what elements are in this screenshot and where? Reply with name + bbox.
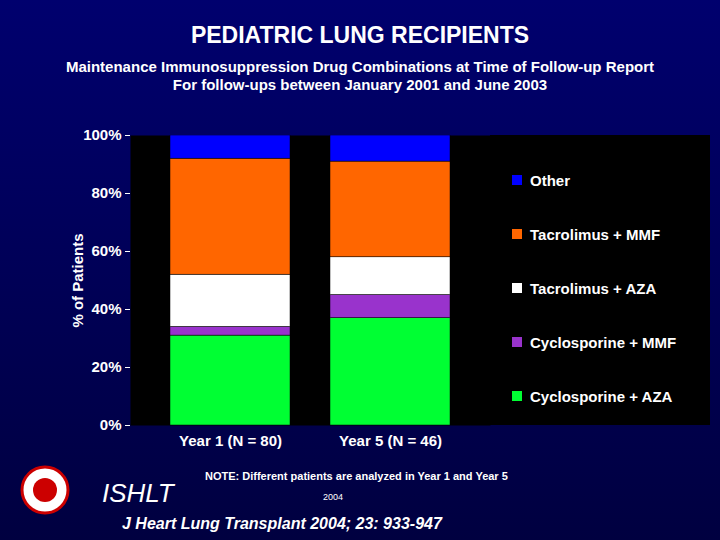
html-text:ISHLT: ISHLT xyxy=(102,478,174,508)
html-text:Other: Other xyxy=(530,171,570,189)
html-text:Cyclosporine + MMF: Cyclosporine + MMF xyxy=(530,333,677,351)
svg-text:100%: 100% xyxy=(83,126,121,143)
html-text:NOTE: Different patients are a: NOTE: Different patients are analyzed in… xyxy=(205,470,508,482)
svg-text:Year 5 (N = 46): Year 5 (N = 46) xyxy=(339,432,442,449)
svg-text:20%: 20% xyxy=(91,358,121,375)
html-text:Cyclosporine + AZA: Cyclosporine + AZA xyxy=(530,387,673,405)
html-text:Tacrolimus + AZA: Tacrolimus + AZA xyxy=(530,279,657,297)
svg-text:60%: 60% xyxy=(91,242,121,259)
html-text:Maintenance Immunosuppression: Maintenance Immunosuppression Drug Combi… xyxy=(66,58,654,75)
svg-text:% of Patients: % of Patients xyxy=(69,233,86,327)
svg-text:Year 1 (N = 80): Year 1 (N = 80) xyxy=(179,432,282,449)
html-text:Tacrolimus + MMF: Tacrolimus + MMF xyxy=(530,225,661,243)
svg-text:0%: 0% xyxy=(100,416,122,433)
svg-text:80%: 80% xyxy=(91,184,121,201)
html-text:PEDIATRIC LUNG RECIPIENTS: PEDIATRIC LUNG RECIPIENTS xyxy=(190,22,530,48)
html-text:2004: 2004 xyxy=(323,492,343,502)
html-text:J Heart Lung Transplant 2004;: J Heart Lung Transplant 2004; 23: 933-94… xyxy=(122,515,442,532)
svg-text:40%: 40% xyxy=(91,300,121,317)
html-text:For follow-ups between January: For follow-ups between January 2001 and … xyxy=(172,76,548,93)
